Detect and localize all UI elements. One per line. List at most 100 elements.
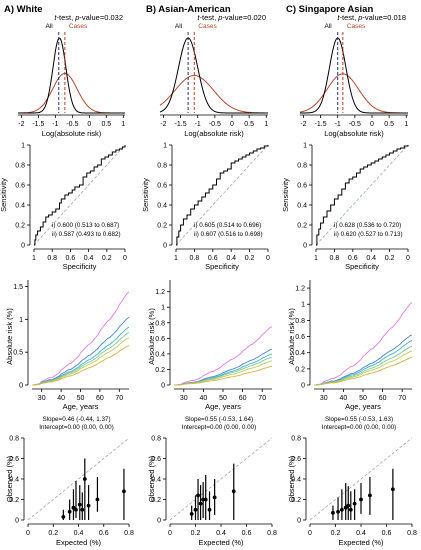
risk-y-tick-label: 0.4: [155, 351, 165, 358]
risk-line-1: [31, 291, 130, 386]
density-legend-cases: Cases: [69, 23, 88, 30]
calib-point: [331, 510, 335, 515]
risk-x-axis-label: Age, years: [345, 402, 381, 411]
roc-x-tick-label: 0: [123, 255, 127, 262]
calib-point: [359, 497, 363, 502]
roc-x-tick-label: 1: [174, 255, 178, 262]
density-x-tick-label: -1: [335, 121, 341, 128]
calib-point: [61, 515, 66, 519]
calib-y-tick-label: 0: [297, 518, 301, 525]
calib-x-tick-label: 0.6: [99, 530, 109, 537]
risk-y-tick-label: 1.5: [13, 284, 23, 291]
calib-point: [80, 507, 85, 512]
calib-x-axis-label: Expected (%): [338, 538, 384, 547]
risk-line-4: [313, 345, 413, 386]
ttest-ttest-prefix: t: [197, 13, 200, 22]
density-curve-cases: [18, 72, 125, 114]
calib-point: [193, 507, 198, 512]
roc-diagonal: [33, 144, 126, 246]
roc-curve: [176, 145, 269, 246]
roc-y-tick-label: 1: [21, 143, 25, 150]
roc-y-tick-label: 0.6: [297, 183, 307, 190]
density-legend-cases: Cases: [347, 23, 366, 30]
calib-x-tick-label: 0.6: [242, 530, 252, 537]
roc-y-tick-label: 1: [303, 143, 307, 150]
density-x-tick-label: -1.5: [315, 121, 327, 128]
density-curve-all: [300, 37, 408, 114]
risk-x-tick-label: 70: [115, 395, 123, 402]
roc-y-tick-label: 0.6: [15, 183, 25, 190]
calib-point: [198, 501, 203, 506]
risk-x-tick-label: 50: [77, 395, 85, 402]
roc-y-tick-label: 0: [163, 243, 167, 250]
density-x-axis-label: Log(absolute risk): [42, 129, 102, 138]
calib-y-tick-label: 0: [15, 518, 19, 525]
ttest-ttest-prefix: t: [337, 13, 340, 22]
calib-point: [207, 507, 212, 512]
ttest-ttest-mid: -test,: [56, 13, 75, 22]
risk-line-3: [313, 340, 413, 386]
calib-x-tick-label: 0.8: [267, 530, 277, 537]
density-x-tick-label: 0: [230, 121, 234, 128]
roc-auc-ii: ii) 0.620 (0.527 to 0.713): [334, 231, 403, 238]
roc-y-tick-label: 0.4: [157, 203, 167, 210]
calib-point: [196, 493, 200, 498]
ttest-ttest-value: -value=0.020: [222, 13, 266, 22]
roc-x-axis-label: Specificity: [63, 262, 97, 271]
roc-auc-i: i) 0.605 (0.514 to 0.696): [194, 222, 261, 229]
roc-x-tick-label: 1: [314, 255, 318, 262]
roc-x-tick-label: 0.2: [102, 255, 112, 262]
risk-y-tick-label: 0: [19, 383, 23, 390]
calib-point: [82, 477, 87, 481]
calib-y-tick-label: 0.6: [9, 456, 19, 463]
density-x-tick-label: -1: [195, 121, 201, 128]
roc-y-axis-label: Sensitivity: [0, 178, 8, 212]
calib-point: [189, 511, 194, 516]
risk-y-tick-label: 0.2: [155, 367, 165, 374]
risk-y-tick-label: 0.6: [295, 334, 305, 341]
calib-point: [352, 501, 357, 506]
density-x-tick-label: 0.5: [244, 121, 254, 128]
density-legend-all: All: [175, 23, 183, 30]
ttest-ttest-mid: -test,: [339, 13, 358, 22]
calib-diagonal: [27, 437, 130, 521]
risk-x-tick-label: 40: [57, 395, 65, 402]
ttest-ttest-prefix: t: [54, 13, 57, 22]
roc-diagonal: [315, 144, 409, 246]
roc-x-tick-label: 0.6: [66, 255, 76, 262]
roc-x-tick-label: 0: [406, 255, 410, 262]
ttest-ttest-p: p: [74, 13, 79, 22]
roc-y-tick-label: 0: [303, 243, 307, 250]
calib-y-tick-label: 0.8: [9, 436, 19, 443]
ttest-ttest-p: p: [217, 13, 222, 22]
calib-x-tick-label: 0.4: [356, 530, 366, 537]
risk-y-tick-label: 1.2: [295, 286, 305, 293]
roc-y-tick-label: 0.8: [15, 163, 25, 170]
calib-diagonal: [309, 437, 413, 521]
roc-y-tick-label: 0.2: [157, 223, 167, 230]
calib-x-tick-label: 0: [26, 530, 30, 537]
risk-x-tick-label: 70: [398, 395, 406, 402]
density-x-axis-label: Log(absolute risk): [184, 129, 244, 138]
calib-x-tick-label: 0: [168, 530, 172, 537]
roc-auc-i: i) 0.628 (0.536 to 0.720): [334, 222, 401, 229]
calib-y-tick-label: 0.6: [291, 456, 301, 463]
density-x-axis-label: Log(absolute risk): [324, 129, 384, 138]
roc-y-axis-label: Sensitivity: [281, 178, 290, 212]
ttest-ttest-value: -value=0.018: [362, 13, 406, 22]
roc-y-axis-label: Sensitivity: [141, 178, 150, 212]
calib-y-tick-label: 0.4: [291, 477, 301, 484]
density-x-tick-label: -1: [52, 121, 58, 128]
ttest-label: t-test, p-value=0.020: [197, 13, 266, 22]
calib-y-tick-label: 0.2: [9, 497, 19, 504]
risk-line-6: [31, 345, 130, 386]
calib-intercept: Intercept=0.00 (0.00, 0.00): [322, 424, 396, 431]
roc-x-tick-label: 1: [32, 255, 36, 262]
calib-y-tick-label: 0.4: [9, 477, 19, 484]
risk-line-6: [313, 357, 413, 386]
density-x-tick-label: 0.5: [384, 121, 394, 128]
density-legend-cases: Cases: [198, 23, 217, 30]
risk-x-tick-label: 60: [379, 395, 387, 402]
risk-y-tick-label: 0.8: [295, 318, 305, 325]
